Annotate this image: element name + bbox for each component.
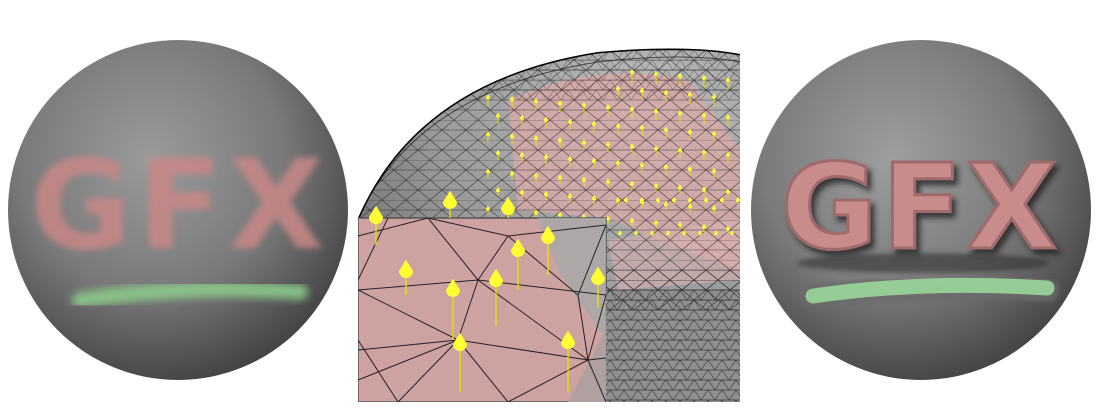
- dome-vector-field: [486, 68, 740, 236]
- blurred-sphere-panel: GFX: [0, 0, 360, 412]
- inset-vector-field: [369, 190, 605, 392]
- blurred-sphere-figure: GFX: [8, 40, 348, 380]
- displaced-sphere-panel: GFX: [745, 0, 1104, 412]
- right-gfx-text: GFX: [781, 138, 1061, 276]
- displaced-sphere-figure: GFX: [751, 40, 1091, 380]
- zoom-inset: [358, 190, 607, 402]
- mesh-closeup-panel: [358, 40, 740, 402]
- left-green-stripe: [72, 281, 308, 308]
- dense-mesh-lower-right: [606, 270, 740, 402]
- right-sphere-groove: [797, 253, 1049, 273]
- mesh-closeup-figure: [358, 48, 740, 402]
- left-gfx-text: GFX: [30, 134, 330, 278]
- right-green-stripe: [805, 277, 1055, 304]
